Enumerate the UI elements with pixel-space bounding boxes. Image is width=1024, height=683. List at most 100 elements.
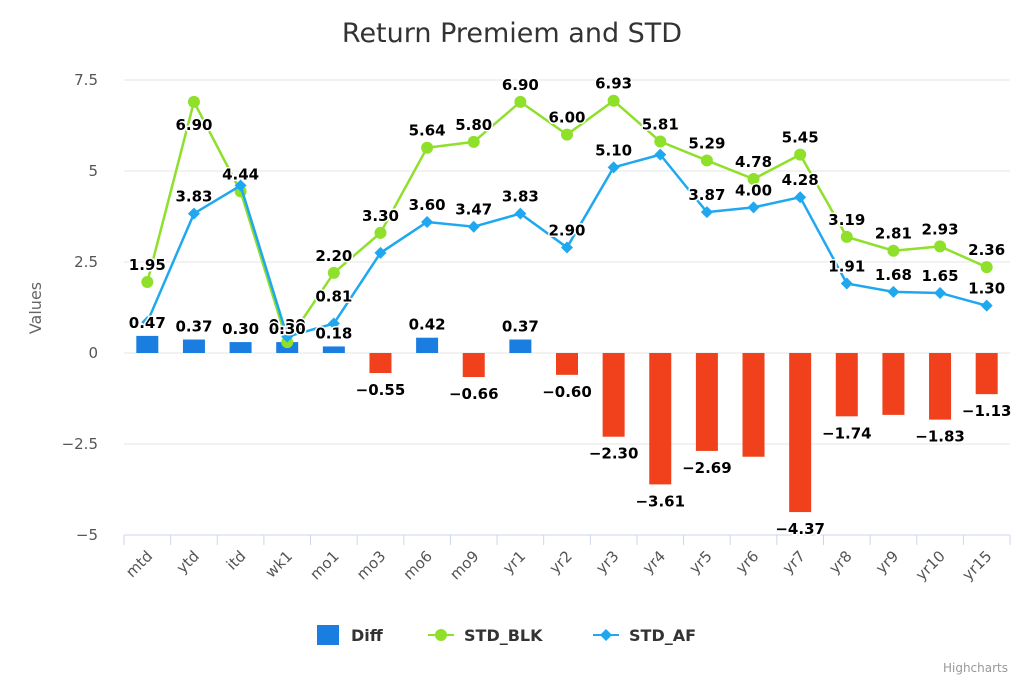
data-label-std-af-yr3: 5.10	[595, 141, 632, 159]
point-std-blk-yr2[interactable]	[561, 128, 573, 141]
bar-diff-yr1[interactable]	[509, 339, 532, 353]
bar-diff-ytd[interactable]	[182, 339, 205, 353]
data-label-std-blk-wk1: 0.30	[269, 316, 306, 334]
bar-diff-yr6[interactable]	[742, 353, 765, 457]
x-tick-label: yr8	[825, 547, 855, 577]
point-std-af-mo9[interactable]	[467, 220, 480, 233]
x-axis: mtd ytd itd wk1 mo1 mo3 mo6 mo9 yr1 yr2 yr3 yr4 yr5 y…	[122, 534, 1011, 584]
bar-diff-yr8[interactable]	[835, 353, 858, 417]
point-std-af-itd[interactable]	[234, 179, 247, 192]
legend-marker-std-blk	[435, 629, 447, 641]
x-tick-label: wk1	[262, 547, 296, 581]
point-std-blk-mo6[interactable]	[421, 141, 434, 154]
data-label-std-blk-mtd: 1.95	[129, 256, 166, 274]
point-std-blk-yr15[interactable]	[980, 261, 993, 274]
data-label-diff-yr2: −0.60	[542, 383, 592, 401]
point-std-blk-yr4[interactable]	[654, 135, 667, 148]
data-label-diff-yr3: −2.30	[589, 445, 639, 463]
point-std-blk-yr5[interactable]	[700, 154, 713, 167]
point-std-blk-mtd[interactable]	[141, 276, 154, 289]
bar-diff-mo6[interactable]	[416, 337, 439, 353]
bar-diff-mo1[interactable]	[322, 346, 345, 353]
bar-diff-yr10[interactable]	[929, 353, 952, 420]
legend-item-std-af[interactable]: STD_AF	[593, 626, 696, 645]
point-std-af-yr15[interactable]	[980, 299, 993, 312]
point-std-af-mtd[interactable]	[141, 316, 154, 329]
legend-swatch-diff	[317, 625, 339, 645]
point-std-blk-yr1[interactable]	[514, 95, 527, 108]
legend-marker-std-af	[600, 629, 612, 641]
data-label-diff-yr4: −3.61	[635, 492, 685, 510]
data-label-diff-yr8: −1.74	[822, 424, 872, 442]
data-label-std-blk-ytd: 6.90	[175, 116, 212, 134]
bar-diff-yr7[interactable]	[789, 353, 812, 513]
x-tick-label: yr4	[639, 547, 669, 577]
point-std-af-yr2[interactable]	[561, 241, 573, 254]
bar-diff-yr9[interactable]	[882, 353, 905, 415]
point-std-af-wk1[interactable]	[281, 330, 294, 343]
y-tick-label: 7.5	[74, 71, 98, 89]
bar-diff-yr2[interactable]	[556, 353, 578, 375]
bar-diff-yr15[interactable]	[975, 353, 998, 395]
point-std-blk-mo9[interactable]	[467, 135, 480, 148]
data-label-diff-ytd: 0.37	[175, 318, 212, 336]
data-label-std-blk-mo6: 5.64	[409, 122, 446, 140]
point-std-af-ytd[interactable]	[187, 207, 200, 220]
data-label-std-af-mo9: 3.47	[455, 201, 492, 219]
point-std-af-yr1[interactable]	[514, 207, 527, 220]
point-std-blk-yr9[interactable]	[887, 244, 900, 257]
bar-diff-mo9[interactable]	[462, 353, 485, 378]
point-std-af-yr3[interactable]	[607, 161, 620, 174]
legend-label-std-af: STD_AF	[629, 626, 696, 645]
point-std-blk-ytd[interactable]	[187, 95, 200, 108]
point-std-af-yr6[interactable]	[747, 201, 760, 214]
point-std-af-mo3[interactable]	[374, 246, 387, 259]
data-label-std-blk-yr4: 5.81	[642, 116, 679, 134]
data-label-std-af-yr1: 3.83	[502, 188, 539, 206]
x-tick-label: yr5	[686, 547, 716, 577]
point-std-blk-mo1[interactable]	[327, 266, 340, 279]
credits[interactable]: Highcharts	[943, 661, 1008, 675]
point-std-blk-mo3[interactable]	[374, 226, 387, 239]
data-label-diff-yr10: −1.83	[915, 428, 965, 446]
data-label-diff-mo3: −0.55	[356, 381, 406, 399]
x-tick-label: yr9	[872, 547, 902, 577]
point-std-af-yr4[interactable]	[654, 148, 667, 161]
data-label-std-af-yr6: 4.00	[735, 181, 772, 199]
data-label-diff-mo9: −0.66	[449, 385, 499, 403]
data-label-std-blk-mo9: 5.80	[455, 116, 492, 134]
point-std-blk-yr8[interactable]	[840, 230, 853, 243]
point-std-af-yr7[interactable]	[794, 191, 807, 204]
point-std-af-mo1[interactable]	[327, 317, 340, 330]
data-label-std-af-yr10: 1.65	[922, 267, 959, 285]
bar-diff-mtd[interactable]	[136, 335, 159, 353]
y-axis-label: Values	[26, 282, 45, 334]
legend-item-diff[interactable]: Diff	[317, 625, 384, 645]
point-std-af-mo6[interactable]	[421, 215, 434, 228]
y-tick-label: −2.5	[62, 435, 98, 453]
bar-diff-mo3[interactable]	[369, 353, 392, 374]
bar-diff-yr4[interactable]	[649, 353, 672, 485]
data-label-std-blk-mo3: 3.30	[362, 207, 399, 225]
point-std-blk-yr6[interactable]	[747, 173, 760, 186]
point-std-blk-yr10[interactable]	[934, 240, 947, 253]
x-tick-label: yr15	[959, 547, 996, 584]
point-std-af-yr8[interactable]	[840, 277, 853, 290]
data-label-std-blk-yr5: 5.29	[688, 134, 725, 152]
x-tick-label: itd	[223, 547, 250, 574]
y-tick-label: 2.5	[74, 253, 98, 271]
point-std-af-yr10[interactable]	[934, 286, 947, 299]
legend-item-std-blk[interactable]: STD_BLK	[428, 626, 543, 645]
y-tick-labels: 7.5 5 2.5 0 −2.5 −5	[62, 71, 98, 544]
point-std-af-yr5[interactable]	[700, 206, 713, 219]
point-std-blk-yr3[interactable]	[607, 94, 620, 107]
chart-title: Return Premiem and STD	[342, 18, 682, 49]
data-label-std-blk-yr8: 3.19	[828, 211, 865, 229]
legend-label-diff: Diff	[351, 626, 384, 645]
data-label-std-af-mo1: 0.81	[315, 288, 352, 306]
bar-diff-itd[interactable]	[229, 342, 252, 353]
bar-diff-yr5[interactable]	[695, 353, 718, 451]
bar-diff-yr3[interactable]	[602, 353, 625, 437]
point-std-blk-yr7[interactable]	[794, 148, 807, 161]
point-std-af-yr9[interactable]	[887, 285, 900, 298]
